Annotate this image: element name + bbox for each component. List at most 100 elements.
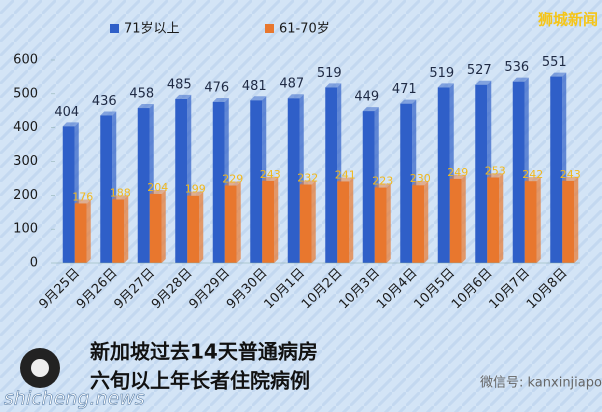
- bar: [262, 180, 275, 263]
- data-label: 485: [167, 77, 192, 92]
- legend-swatch: [265, 24, 274, 33]
- bar-top: [224, 181, 241, 186]
- bar: [400, 103, 413, 264]
- bar-top: [149, 189, 166, 194]
- bar-top: [449, 174, 466, 179]
- data-label: 527: [467, 63, 492, 78]
- bar-top: [475, 80, 492, 85]
- bar-top: [512, 77, 529, 82]
- caption: 新加坡过去14天普通病房: [90, 340, 318, 364]
- legend-swatch: [110, 24, 119, 33]
- bar-side: [124, 195, 129, 263]
- bar: [287, 98, 300, 264]
- bar: [149, 193, 162, 263]
- bar: [137, 108, 150, 263]
- bar: [62, 126, 75, 264]
- legend-label: 71岁以上: [124, 22, 180, 37]
- bar-side: [386, 183, 391, 263]
- data-label: 204: [147, 181, 168, 194]
- data-label: 199: [185, 183, 206, 196]
- data-label: 230: [410, 172, 431, 185]
- bar: [512, 81, 525, 263]
- bar-top: [524, 177, 541, 182]
- data-label: 471: [392, 82, 417, 97]
- logo: [31, 359, 49, 377]
- bar: [475, 84, 488, 263]
- site: shicheng.news: [4, 388, 145, 410]
- bar: [487, 177, 500, 263]
- bar-top: [400, 99, 417, 104]
- bar: [112, 199, 125, 263]
- data-label: 229: [222, 173, 243, 186]
- data-label: 458: [129, 87, 154, 102]
- bar: [362, 111, 375, 263]
- bar: [299, 184, 312, 263]
- bar-top: [262, 176, 279, 181]
- data-label: 404: [54, 105, 79, 120]
- bar-top: [299, 180, 316, 185]
- bar: [562, 180, 575, 263]
- bar: [100, 115, 113, 263]
- bar-top: [74, 199, 91, 204]
- data-label: 519: [317, 66, 342, 81]
- bar-top: [337, 177, 354, 182]
- bar: [550, 76, 563, 263]
- data-label: 436: [92, 94, 117, 109]
- data-label: 487: [279, 77, 304, 92]
- y-tick-label: 200: [13, 188, 38, 203]
- data-label: 253: [485, 164, 506, 177]
- bar-top: [374, 183, 391, 188]
- watermark: 狮城新闻: [537, 11, 598, 29]
- bar-top: [550, 72, 567, 77]
- caption: 六旬以上年长者住院病例: [90, 369, 310, 393]
- y-tick-label: 0: [30, 256, 38, 271]
- data-label: 232: [297, 172, 318, 185]
- bar-top: [412, 181, 429, 186]
- data-label: 243: [260, 168, 281, 181]
- bar: [175, 98, 188, 264]
- data-label: 242: [522, 168, 543, 181]
- bar-top: [437, 83, 454, 88]
- bar-top: [112, 195, 129, 200]
- y-tick-label: 400: [13, 120, 38, 135]
- bar: [325, 87, 338, 263]
- data-label: 249: [447, 166, 468, 179]
- bar: [437, 87, 450, 263]
- bar-top: [287, 94, 304, 99]
- legend-label: 61-70岁: [279, 22, 330, 37]
- data-label: 536: [504, 60, 529, 75]
- bar-top: [175, 94, 192, 99]
- bar-top: [100, 111, 117, 116]
- bar: [224, 185, 237, 263]
- bar-top: [212, 97, 229, 102]
- bar-side: [311, 180, 316, 263]
- bar: [250, 100, 263, 264]
- bar: [74, 203, 87, 263]
- data-label: 476: [204, 80, 229, 95]
- bar-top: [362, 107, 379, 112]
- bar-top: [137, 104, 154, 109]
- bar-top: [562, 176, 579, 181]
- data-label: 519: [429, 66, 454, 81]
- data-label: 176: [72, 190, 93, 203]
- bar-side: [349, 177, 354, 263]
- y-tick-label: 600: [13, 53, 38, 68]
- y-tick-label: 300: [13, 154, 38, 169]
- bar-side: [161, 189, 166, 263]
- bar-top: [487, 173, 504, 178]
- bar: [187, 195, 200, 263]
- bar-side: [461, 174, 466, 263]
- bar-top: [250, 96, 267, 101]
- data-label: 481: [242, 79, 267, 94]
- bar: [374, 187, 387, 263]
- bar-side: [236, 181, 241, 263]
- bar-side: [274, 176, 279, 263]
- data-label: 449: [354, 90, 379, 105]
- bar-side: [86, 199, 91, 263]
- bar-side: [424, 181, 429, 263]
- data-label: 241: [335, 168, 356, 181]
- data-label: 188: [110, 186, 131, 199]
- bar-side: [199, 191, 204, 263]
- y-tick-label: 100: [13, 222, 38, 237]
